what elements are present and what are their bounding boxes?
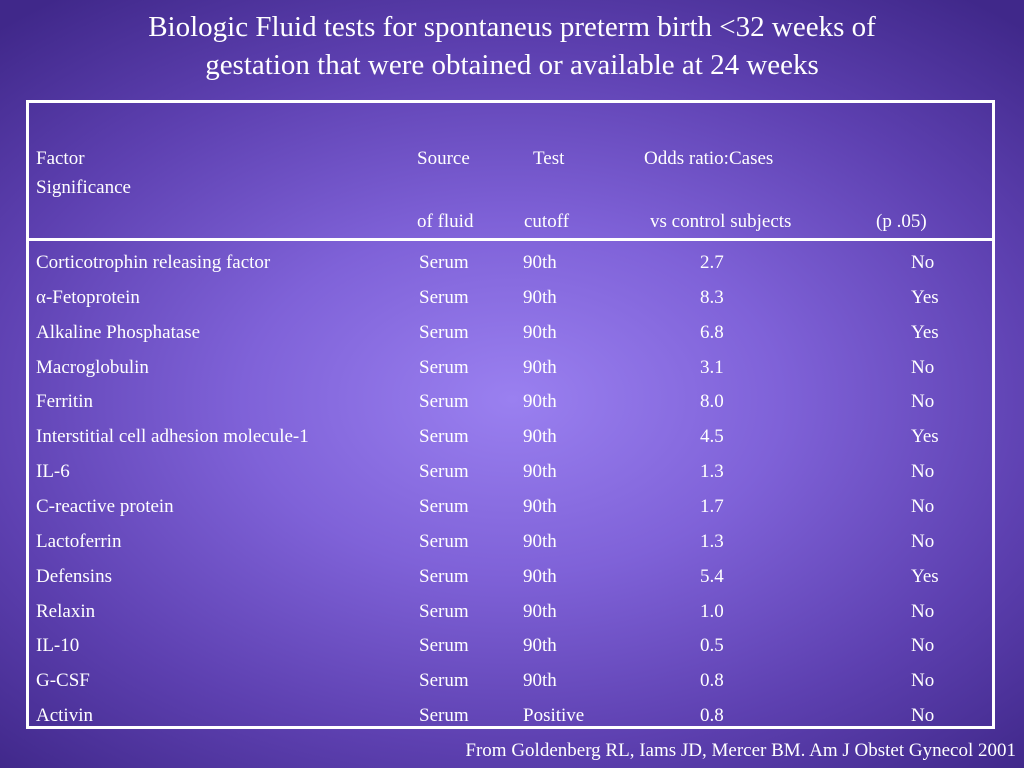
header-significance: Significance [36,177,131,198]
row-source: Serum [419,670,469,692]
row-odds: 2.7 [700,252,724,273]
row-cutoff: 90th [523,565,557,587]
row-significance: No [911,670,935,692]
row-significance: No [911,252,935,273]
row-odds: 3.1 [700,356,724,378]
row-factor: C-reactive protein [36,495,174,517]
row-source: Serum [419,635,469,657]
row-odds: 1.0 [700,600,724,622]
header-test-line2: cutoff [524,211,570,232]
row-odds: 0.5 [700,635,724,657]
slide-title: Biologic Fluid tests for spontaneus pret… [0,8,1024,84]
row-factor: IL-6 [36,461,70,483]
header-source-line2: of fluid [417,211,474,232]
header-odds-line1: Odds ratio:Cases [644,148,774,169]
row-significance: No [911,356,935,378]
row-factor: Corticotrophin releasing factor [36,252,271,273]
row-cutoff: Positive [523,705,585,727]
row-significance: No [911,705,935,727]
row-significance: No [911,391,935,413]
row-cutoff: 90th [523,391,557,413]
row-source: Serum [419,600,469,622]
row-significance: Yes [911,286,939,308]
data-table-border [26,100,995,729]
row-factor: Macroglobulin [36,356,149,378]
row-odds: 4.5 [700,426,724,448]
row-cutoff: 90th [523,286,557,308]
row-odds: 8.3 [700,286,724,308]
slide-title-line-1: Biologic Fluid tests for spontaneus pret… [148,11,876,43]
header-test-line1: Test [533,148,565,169]
row-significance: No [911,635,935,657]
citation: From Goldenberg RL, Iams JD, Mercer BM. … [465,740,1016,761]
row-cutoff: 90th [523,600,557,622]
row-odds: 1.3 [700,530,724,552]
row-significance: Yes [911,321,939,343]
row-odds: 0.8 [700,670,724,692]
row-odds: 1.7 [700,495,724,517]
row-cutoff: 90th [523,426,557,448]
row-factor: Lactoferrin [36,530,122,552]
row-source: Serum [419,565,469,587]
row-significance: No [911,495,935,517]
row-source: Serum [419,495,469,517]
row-significance: Yes [911,426,939,448]
header-odds-line2: vs control subjects [650,211,792,232]
row-odds: 5.4 [700,565,724,587]
row-factor: Alkaline Phosphatase [36,321,201,343]
row-source: Serum [419,530,469,552]
row-source: Serum [419,356,469,378]
row-source: Serum [419,321,469,343]
header-factor: Factor [36,148,85,169]
row-significance: No [911,461,935,483]
row-factor: Ferritin [36,391,93,413]
row-factor: α-Fetoprotein [36,286,140,308]
row-cutoff: 90th [523,252,557,273]
row-cutoff: 90th [523,670,557,692]
row-odds: 0.8 [700,705,724,727]
row-cutoff: 90th [523,495,557,517]
row-factor: Relaxin [36,600,96,622]
row-factor: IL-10 [36,635,80,657]
row-source: Serum [419,286,469,308]
row-source: Serum [419,461,469,483]
header-divider [26,238,995,241]
header-source-line1: Source [417,148,470,169]
row-cutoff: 90th [523,356,557,378]
row-cutoff: 90th [523,321,557,343]
row-cutoff: 90th [523,461,557,483]
row-factor: G-CSF [36,670,90,692]
row-odds: 6.8 [700,321,724,343]
row-odds: 8.0 [700,391,724,413]
row-source: Serum [419,426,469,448]
row-significance: Yes [911,565,939,587]
row-source: Serum [419,391,469,413]
row-cutoff: 90th [523,635,557,657]
row-source: Serum [419,252,469,273]
row-factor: Interstitial cell adhesion molecule-1 [36,426,309,448]
row-source: Serum [419,705,469,727]
row-significance: No [911,600,935,622]
header-significance-line2: (p .05) [876,211,927,232]
row-cutoff: 90th [523,530,557,552]
row-factor: Activin [36,705,93,727]
row-odds: 1.3 [700,461,724,483]
row-factor: Defensins [36,565,112,587]
slide-title-line-2: gestation that were obtained or availabl… [205,49,819,81]
row-significance: No [911,530,935,552]
